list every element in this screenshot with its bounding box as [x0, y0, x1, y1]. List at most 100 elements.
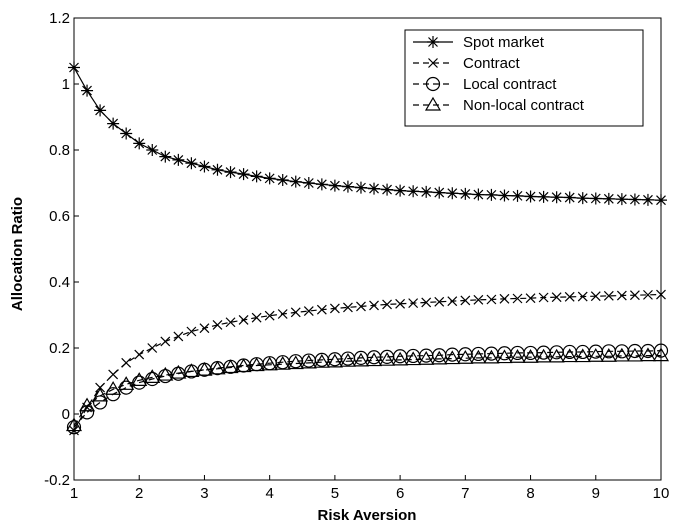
data-point-marker: [483, 349, 500, 364]
data-point-marker: [470, 349, 487, 364]
data-point-marker: [538, 292, 549, 303]
data-point-marker: [261, 356, 278, 371]
data-point-marker: [524, 190, 537, 203]
data-point-marker: [655, 194, 667, 207]
y-tick-label: 0.6: [49, 208, 70, 225]
data-point-marker: [460, 295, 471, 306]
data-point-marker: [446, 187, 459, 200]
y-tick-label: 0: [62, 406, 70, 423]
data-point-marker: [602, 192, 615, 205]
data-point-marker: [225, 317, 236, 328]
data-point-marker: [65, 417, 83, 432]
data-point-marker: [459, 187, 472, 200]
x-tick-label: 5: [331, 485, 339, 502]
data-point-marker: [525, 293, 536, 304]
data-point-marker: [120, 127, 133, 140]
data-point-marker: [577, 291, 588, 302]
data-point-marker: [209, 360, 226, 375]
data-point-marker: [379, 352, 396, 366]
data-point-marker: [133, 137, 146, 150]
data-point-marker: [302, 177, 315, 189]
data-point-marker: [405, 351, 422, 366]
data-point-marker: [303, 306, 314, 316]
data-point-marker: [498, 189, 511, 202]
x-tick-label: 3: [200, 485, 208, 502]
series-line: [73, 355, 661, 426]
data-point-marker: [551, 292, 562, 303]
data-point-marker: [600, 348, 617, 362]
data-point-marker: [629, 290, 640, 301]
data-point-marker: [509, 349, 526, 363]
data-point-marker: [224, 166, 237, 179]
data-point-marker: [326, 353, 343, 368]
y-tick-label: 0.2: [49, 340, 70, 357]
data-point-marker: [212, 319, 223, 330]
x-tick-label: 2: [135, 485, 143, 502]
data-point-marker: [434, 296, 445, 307]
data-point-marker: [626, 347, 643, 362]
legend-label: Contract: [463, 55, 521, 72]
series-non-local-contract: [65, 347, 670, 432]
x-axis-title: Risk Aversion: [318, 507, 417, 524]
data-point-marker: [408, 298, 419, 309]
data-point-marker: [274, 355, 291, 370]
data-point-marker: [433, 186, 446, 199]
data-point-marker: [628, 193, 641, 206]
series-line: [73, 67, 662, 201]
y-tick-label: 0.4: [49, 274, 70, 291]
data-point-marker: [160, 336, 171, 347]
legend-marker: [427, 36, 439, 48]
legend-box: [404, 29, 644, 127]
data-point-marker: [329, 303, 340, 314]
data-point-marker: [496, 349, 513, 364]
data-point-marker: [587, 348, 604, 362]
data-point-marker: [173, 331, 184, 342]
data-point-marker: [407, 185, 420, 198]
data-point-marker: [394, 184, 407, 197]
data-point-marker: [68, 61, 80, 74]
data-point-marker: [615, 193, 628, 206]
data-point-marker: [395, 298, 406, 309]
data-point-marker: [486, 294, 497, 305]
x-tick-label: 9: [592, 485, 600, 502]
legend: Spot market Contract Local contract Non-loc…: [404, 29, 644, 127]
series-spot-market: [68, 61, 667, 207]
data-point-marker: [146, 144, 159, 156]
data-point-marker: [237, 168, 250, 181]
data-point-marker: [354, 181, 367, 194]
data-point-marker: [641, 193, 654, 206]
data-point-marker: [485, 188, 498, 201]
data-point-marker: [313, 353, 330, 368]
x-tick-label: 8: [526, 485, 534, 502]
data-point-marker: [420, 185, 433, 198]
data-point-marker: [263, 172, 276, 185]
y-tick-label: 0.8: [49, 142, 70, 159]
y-tick-label: 1.2: [49, 10, 70, 27]
data-point-marker: [108, 369, 119, 380]
x-tick-label: 1: [70, 485, 78, 502]
data-point-marker: [170, 364, 187, 379]
data-point-marker: [147, 343, 158, 353]
data-point-marker: [196, 361, 213, 376]
data-point-marker: [277, 309, 288, 319]
y-tick-label: 1: [62, 76, 70, 93]
data-point-marker: [276, 174, 289, 187]
data-point-marker: [381, 183, 394, 196]
data-point-marker: [656, 289, 666, 300]
data-point-marker: [287, 355, 304, 370]
data-point-marker: [643, 289, 653, 300]
data-point-marker: [444, 350, 461, 365]
data-point-marker: [92, 387, 109, 402]
data-point-marker: [94, 104, 107, 117]
data-point-marker: [418, 351, 435, 365]
data-point-marker: [81, 84, 94, 97]
data-point-marker: [472, 188, 485, 201]
data-point-marker: [186, 326, 197, 337]
data-point-marker: [339, 353, 356, 367]
data-point-marker: [613, 347, 630, 362]
data-point-marker: [290, 307, 301, 318]
x-tick-label: 10: [653, 485, 670, 502]
data-point-marker: [563, 191, 576, 204]
data-point-marker: [95, 382, 106, 393]
